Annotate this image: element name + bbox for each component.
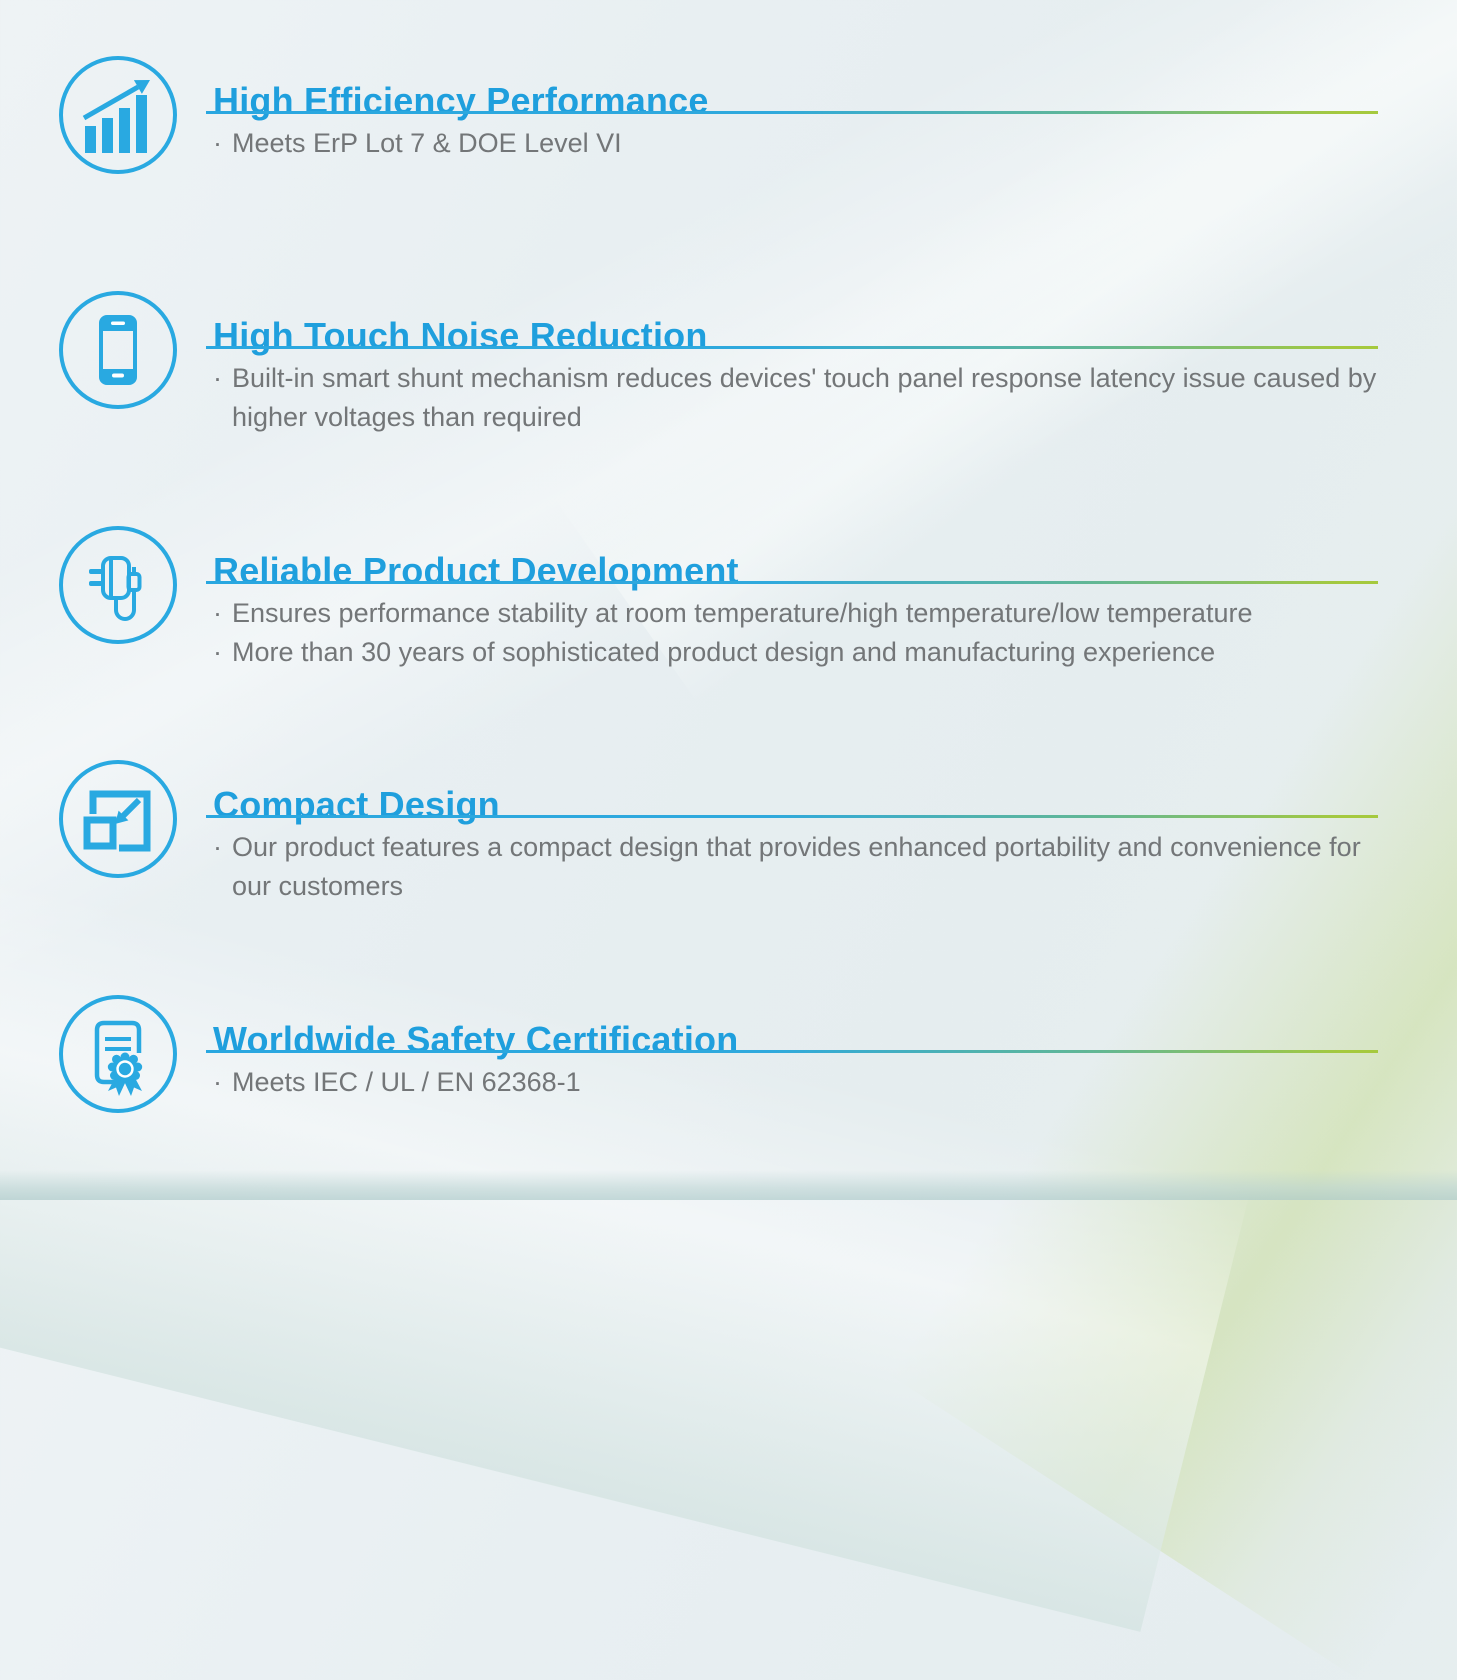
bullet-dot: · [213, 128, 222, 158]
feature-underline [206, 111, 1378, 114]
feature-section-1: High Efficiency Performance · Meets ErP L… [0, 54, 1457, 239]
feature-underline [206, 581, 1378, 584]
feature-bullet: · Built-in smart shunt mechanism reduces … [213, 359, 1387, 437]
bullet-text: More than 30 years of sophisticated prod… [232, 637, 1216, 667]
bullet-dot: · [213, 598, 222, 628]
bullet-dot: · [213, 363, 222, 393]
bullet-text: Built-in smart shunt mechanism reduces d… [232, 363, 1377, 432]
bullet-text: Meets IEC / UL / EN 62368-1 [232, 1067, 581, 1097]
power-adapter-icon [57, 524, 179, 646]
feature-bullet: · More than 30 years of sophisticated pro… [213, 633, 1387, 672]
feature-bullet: · Our product features a compact design t… [213, 828, 1387, 906]
feature-bullet: · Meets ErP Lot 7 & DOE Level VI [213, 124, 1387, 163]
bullet-dot: · [213, 637, 222, 667]
feature-underline [206, 1050, 1378, 1053]
bar-chart-growth-icon [57, 54, 179, 176]
feature-underline [206, 346, 1378, 349]
feature-bullet: · Ensures performance stability at room t… [213, 594, 1387, 633]
compact-resize-icon [57, 758, 179, 880]
certificate-icon [57, 993, 179, 1115]
feature-title: High Touch Noise Reduction [213, 314, 708, 356]
feature-bullet: · Meets IEC / UL / EN 62368-1 [213, 1063, 1387, 1102]
feature-title: Worldwide Safety Certification [213, 1018, 739, 1060]
bullet-dot: · [213, 1067, 222, 1097]
features-panel: High Efficiency Performance · Meets ErP L… [0, 54, 1457, 1178]
feature-bullets: · Ensures performance stability at room t… [213, 594, 1387, 672]
feature-bullets: · Built-in smart shunt mechanism reduces … [213, 359, 1387, 437]
feature-bullets: · Meets ErP Lot 7 & DOE Level VI [213, 124, 1387, 163]
feature-section-2: High Touch Noise Reduction · Built-in sma… [0, 289, 1457, 474]
feature-section-3: Reliable Product Development · Ensures pe… [0, 524, 1457, 709]
bullet-text: Meets ErP Lot 7 & DOE Level VI [232, 128, 622, 158]
bullet-dot: · [213, 832, 222, 862]
feature-title: Reliable Product Development [213, 549, 739, 591]
feature-title: High Efficiency Performance [213, 79, 709, 121]
feature-title: Compact Design [213, 783, 500, 825]
feature-underline [206, 815, 1378, 818]
bullet-text: Our product features a compact design th… [232, 832, 1361, 901]
feature-section-4: Compact Design · Our product features a c… [0, 758, 1457, 943]
feature-bullets: · Meets IEC / UL / EN 62368-1 [213, 1063, 1387, 1102]
bullet-text: Ensures performance stability at room te… [232, 598, 1253, 628]
feature-bullets: · Our product features a compact design t… [213, 828, 1387, 906]
smartphone-icon [57, 289, 179, 411]
feature-section-5: Worldwide Safety Certification · Meets IE… [0, 993, 1457, 1178]
